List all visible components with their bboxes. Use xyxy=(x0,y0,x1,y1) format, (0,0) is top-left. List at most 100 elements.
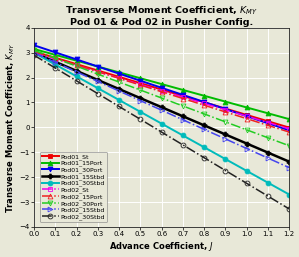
Pod02_30Port xyxy=(266,136,270,139)
Pod02_15Stbd xyxy=(245,147,248,150)
Pod02_St xyxy=(138,83,142,86)
Pod01_15Stbd xyxy=(224,133,227,136)
Pod01_15Port xyxy=(181,88,185,91)
Pod01_St xyxy=(138,82,142,85)
Y-axis label: Transverse Moment Coefficient, $K_{MY}$: Transverse Moment Coefficient, $K_{MY}$ xyxy=(4,42,17,213)
Pod01_15Port xyxy=(202,94,206,97)
Pod02_15Stbd xyxy=(117,89,121,93)
Pod02_30Port xyxy=(54,57,57,60)
Pod02_St xyxy=(202,102,206,105)
Pod01_15Port xyxy=(54,53,57,56)
Line: Pod02_15Stbd: Pod02_15Stbd xyxy=(32,50,292,170)
Pod01_15Port xyxy=(266,112,270,115)
Pod01_15Stbd xyxy=(75,69,78,72)
Pod01_30Port xyxy=(202,100,206,104)
Pod02_15Stbd xyxy=(138,99,142,102)
Pod02_St xyxy=(266,121,270,124)
Pod02_30Stbd xyxy=(266,195,270,198)
Pod01_30Port xyxy=(117,72,121,75)
Pod02_15Stbd xyxy=(96,80,100,83)
Pod02_30Stbd xyxy=(181,143,185,146)
Pod01_15Stbd xyxy=(54,60,57,63)
Pod02_15Port xyxy=(181,97,185,100)
Pod01_15Port xyxy=(117,71,121,74)
Pod02_30Port xyxy=(96,72,100,76)
Pod01_St xyxy=(245,113,248,116)
Pod01_15Stbd xyxy=(160,106,164,109)
X-axis label: Advance Coefficient, $J$: Advance Coefficient, $J$ xyxy=(109,240,214,253)
Pod01_15Port xyxy=(224,100,227,103)
Pod01_St xyxy=(32,50,36,53)
Pod01_30Stbd xyxy=(160,122,164,125)
Pod01_30Port xyxy=(138,79,142,82)
Pod01_St xyxy=(202,101,206,104)
Pod01_15Stbd xyxy=(202,124,206,127)
Pod01_30Stbd xyxy=(224,158,227,161)
Pod01_15Stbd xyxy=(266,151,270,154)
Pod02_30Port xyxy=(75,65,78,68)
Pod02_15Port xyxy=(224,111,227,114)
Pod02_30Port xyxy=(224,120,227,123)
Legend: Pod01_St, Pod01_15Port, Pod01_30Port, Pod01_15Stbd, Pod01_30Stbd, Pod02_St, Pod0: Pod01_St, Pod01_15Port, Pod01_30Port, Po… xyxy=(40,152,107,222)
Pod02_15Stbd xyxy=(224,137,227,141)
Pod02_15Stbd xyxy=(181,118,185,121)
Pod01_15Port xyxy=(160,82,164,86)
Pod02_St xyxy=(160,89,164,92)
Pod02_15Stbd xyxy=(202,128,206,131)
Pod02_30Port xyxy=(117,80,121,84)
Pod01_St xyxy=(117,75,121,78)
Pod01_15Stbd xyxy=(245,142,248,145)
Pod01_30Stbd xyxy=(32,51,36,54)
Pod01_30Stbd xyxy=(287,193,291,196)
Line: Pod01_30Port: Pod01_30Port xyxy=(32,43,292,133)
Pod01_St xyxy=(160,88,164,91)
Pod01_30Stbd xyxy=(181,134,185,137)
Pod01_15Port xyxy=(96,65,100,68)
Pod02_15Port xyxy=(202,104,206,107)
Pod02_15Port xyxy=(117,77,121,80)
Pod01_St xyxy=(224,107,227,110)
Pod02_15Port xyxy=(54,57,57,60)
Line: Pod01_St: Pod01_St xyxy=(32,49,292,130)
Pod01_15Port xyxy=(75,59,78,62)
Pod02_30Stbd xyxy=(160,131,164,134)
Pod02_15Port xyxy=(266,124,270,127)
Pod02_15Port xyxy=(160,90,164,93)
Pod01_15Port xyxy=(287,118,291,121)
Pod02_30Stbd xyxy=(224,169,227,172)
Pod01_St xyxy=(75,63,78,66)
Pod02_30Stbd xyxy=(245,182,248,185)
Pod01_30Stbd xyxy=(202,146,206,149)
Pod01_30Stbd xyxy=(54,63,57,66)
Pod02_15Port xyxy=(96,70,100,73)
Line: Pod02_30Port: Pod02_30Port xyxy=(32,48,292,148)
Pod01_St xyxy=(181,94,185,97)
Pod01_15Stbd xyxy=(138,97,142,100)
Pod02_30Port xyxy=(245,128,248,131)
Pod01_30Stbd xyxy=(75,75,78,78)
Pod01_St xyxy=(54,56,57,59)
Pod02_St xyxy=(181,96,185,99)
Pod02_15Stbd xyxy=(160,109,164,112)
Pod01_15Stbd xyxy=(32,51,36,54)
Title: Transverse Moment Coefficient, $K_{MY}$
Pod 01 & Pod 02 in Pusher Config.: Transverse Moment Coefficient, $K_{MY}$ … xyxy=(65,4,258,27)
Pod01_15Stbd xyxy=(96,78,100,81)
Pod02_15Stbd xyxy=(287,166,291,169)
Pod01_30Port xyxy=(96,65,100,68)
Pod02_30Port xyxy=(202,112,206,115)
Pod01_30Port xyxy=(287,129,291,132)
Pod02_30Port xyxy=(160,96,164,99)
Pod01_30Port xyxy=(181,93,185,96)
Pod02_30Port xyxy=(32,49,36,52)
Pod02_30Stbd xyxy=(138,118,142,121)
Pod02_30Stbd xyxy=(117,105,121,108)
Pod02_30Stbd xyxy=(96,92,100,95)
Pod02_St xyxy=(287,127,291,130)
Pod02_15Stbd xyxy=(266,157,270,160)
Pod02_15Port xyxy=(245,117,248,120)
Pod01_15Port xyxy=(245,106,248,109)
Pod01_30Stbd xyxy=(96,87,100,90)
Pod02_30Stbd xyxy=(75,79,78,82)
Pod02_30Stbd xyxy=(287,207,291,210)
Pod01_30Port xyxy=(224,107,227,111)
